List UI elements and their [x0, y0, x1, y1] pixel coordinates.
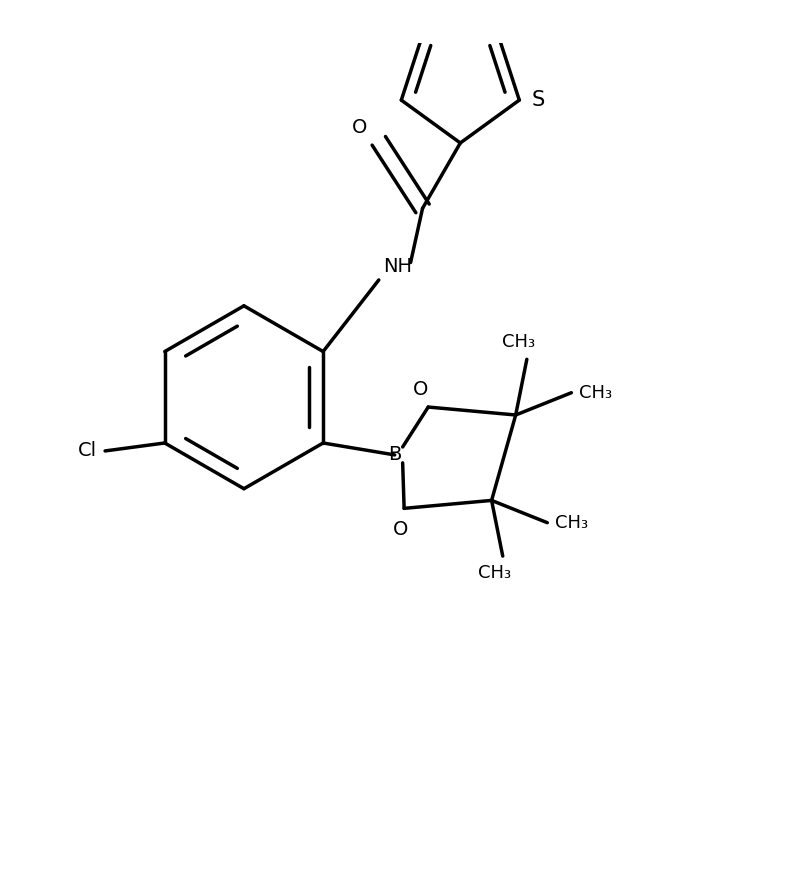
Text: CH₃: CH₃: [555, 513, 588, 532]
Text: O: O: [393, 520, 408, 539]
Text: CH₃: CH₃: [502, 333, 535, 351]
Text: CH₃: CH₃: [478, 564, 512, 582]
Text: NH: NH: [383, 257, 412, 276]
Text: CH₃: CH₃: [579, 384, 612, 401]
Text: O: O: [413, 380, 428, 399]
Text: O: O: [351, 118, 367, 137]
Text: S: S: [531, 90, 544, 110]
Text: Cl: Cl: [78, 441, 97, 460]
Text: B: B: [388, 445, 401, 465]
